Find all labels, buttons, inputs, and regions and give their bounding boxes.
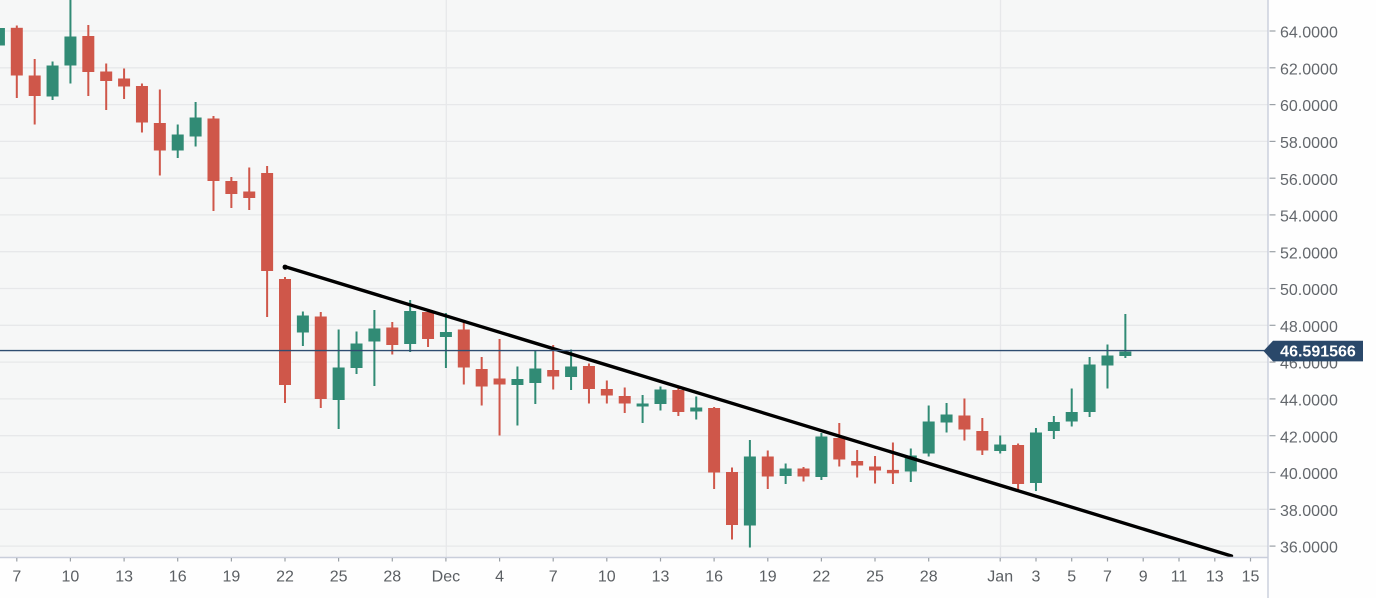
svg-text:60.0000: 60.0000	[1280, 98, 1338, 115]
svg-text:15: 15	[1242, 569, 1260, 586]
svg-text:11: 11	[1171, 569, 1188, 586]
svg-text:42.0000: 42.0000	[1280, 429, 1338, 446]
svg-text:13: 13	[652, 569, 670, 586]
svg-text:10: 10	[598, 569, 616, 586]
svg-text:13: 13	[115, 569, 133, 586]
svg-text:4: 4	[495, 569, 504, 586]
svg-text:44.0000: 44.0000	[1280, 393, 1338, 410]
svg-text:28: 28	[920, 569, 938, 586]
svg-text:38.0000: 38.0000	[1280, 503, 1338, 520]
svg-text:22: 22	[276, 569, 294, 586]
svg-text:48.0000: 48.0000	[1280, 319, 1338, 336]
svg-text:16: 16	[169, 569, 187, 586]
svg-text:52.0000: 52.0000	[1280, 245, 1338, 262]
svg-text:5: 5	[1067, 569, 1076, 586]
svg-text:13: 13	[1206, 569, 1224, 586]
svg-text:16: 16	[705, 569, 723, 586]
svg-text:22: 22	[813, 569, 831, 586]
svg-text:62.0000: 62.0000	[1280, 61, 1338, 78]
svg-text:10: 10	[62, 569, 80, 586]
svg-text:64.0000: 64.0000	[1280, 25, 1338, 42]
svg-text:3: 3	[1032, 569, 1041, 586]
svg-text:Jan: Jan	[987, 569, 1013, 586]
svg-text:7: 7	[12, 569, 21, 586]
svg-text:9: 9	[1139, 569, 1148, 586]
svg-text:19: 19	[759, 569, 777, 586]
svg-text:46.591566: 46.591566	[1280, 344, 1356, 361]
svg-text:Dec: Dec	[432, 569, 460, 586]
svg-text:56.0000: 56.0000	[1280, 172, 1338, 189]
svg-text:50.0000: 50.0000	[1280, 282, 1338, 299]
svg-text:19: 19	[223, 569, 241, 586]
svg-text:40.0000: 40.0000	[1280, 466, 1338, 483]
svg-text:25: 25	[866, 569, 884, 586]
svg-text:36.0000: 36.0000	[1280, 540, 1338, 557]
svg-text:25: 25	[330, 569, 348, 586]
svg-text:28: 28	[383, 569, 401, 586]
svg-text:54.0000: 54.0000	[1280, 209, 1338, 226]
svg-text:7: 7	[1103, 569, 1112, 586]
svg-text:7: 7	[549, 569, 558, 586]
svg-text:58.0000: 58.0000	[1280, 135, 1338, 152]
